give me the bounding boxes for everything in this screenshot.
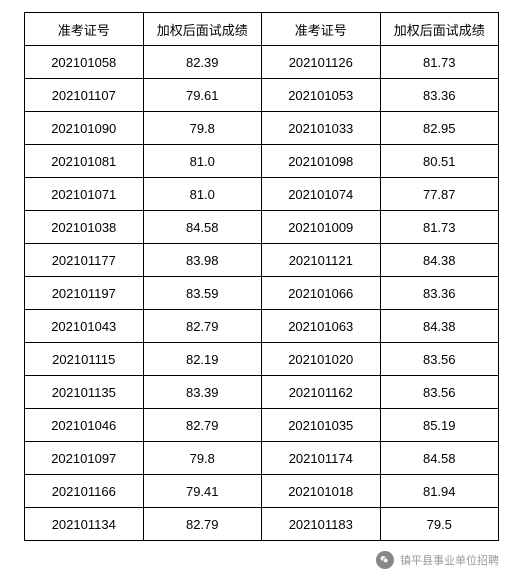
table-cell: 83.59 [143, 277, 262, 310]
table-cell: 202101177 [25, 244, 144, 277]
footer-text: 镇平县事业单位招聘 [400, 552, 499, 568]
table-cell: 83.39 [143, 376, 262, 409]
table-cell: 83.56 [380, 376, 499, 409]
table-cell: 82.79 [143, 310, 262, 343]
table-cell: 84.58 [143, 211, 262, 244]
table-cell: 202101058 [25, 46, 144, 79]
table-cell: 202101174 [262, 442, 381, 475]
table-row: 20210109079.820210103382.95 [25, 112, 499, 145]
table-cell: 85.19 [380, 409, 499, 442]
table-cell: 81.0 [143, 178, 262, 211]
table-cell: 81.94 [380, 475, 499, 508]
table-cell: 202101126 [262, 46, 381, 79]
table-row: 20210119783.5920210106683.36 [25, 277, 499, 310]
table-row: 20210108181.020210109880.51 [25, 145, 499, 178]
table-cell: 202101063 [262, 310, 381, 343]
table-cell: 202101066 [262, 277, 381, 310]
table-row: 20210113482.7920210118379.5 [25, 508, 499, 541]
table-container: 准考证号 加权后面试成绩 准考证号 加权后面试成绩 20210105882.39… [0, 0, 523, 553]
table-cell: 82.79 [143, 508, 262, 541]
table-cell: 80.51 [380, 145, 499, 178]
table-cell: 82.79 [143, 409, 262, 442]
table-cell: 82.19 [143, 343, 262, 376]
wechat-icon [376, 551, 394, 569]
footer: 镇平县事业单位招聘 [376, 551, 499, 569]
table-row: 20210117783.9820210112184.38 [25, 244, 499, 277]
table-cell: 81.73 [380, 46, 499, 79]
table-row: 20210116679.4120210101881.94 [25, 475, 499, 508]
table-cell: 79.5 [380, 508, 499, 541]
table-cell: 202101121 [262, 244, 381, 277]
table-cell: 202101107 [25, 79, 144, 112]
table-cell: 202101115 [25, 343, 144, 376]
table-cell: 79.8 [143, 442, 262, 475]
table-cell: 202101074 [262, 178, 381, 211]
table-cell: 202101071 [25, 178, 144, 211]
table-row: 20210109779.820210117484.58 [25, 442, 499, 475]
table-cell: 202101183 [262, 508, 381, 541]
table-cell: 202101018 [262, 475, 381, 508]
table-cell: 202101166 [25, 475, 144, 508]
table-header-row: 准考证号 加权后面试成绩 准考证号 加权后面试成绩 [25, 13, 499, 46]
header-score-2: 加权后面试成绩 [380, 13, 499, 46]
table-cell: 202101038 [25, 211, 144, 244]
table-cell: 77.87 [380, 178, 499, 211]
table-row: 20210104682.7920210103585.19 [25, 409, 499, 442]
table-cell: 81.0 [143, 145, 262, 178]
table-row: 20210104382.7920210106384.38 [25, 310, 499, 343]
table-cell: 202101009 [262, 211, 381, 244]
table-row: 20210111582.1920210102083.56 [25, 343, 499, 376]
table-row: 20210103884.5820210100981.73 [25, 211, 499, 244]
table-cell: 202101053 [262, 79, 381, 112]
table-cell: 202101090 [25, 112, 144, 145]
table-cell: 202101162 [262, 376, 381, 409]
header-id-2: 准考证号 [262, 13, 381, 46]
table-cell: 202101197 [25, 277, 144, 310]
table-cell: 202101097 [25, 442, 144, 475]
table-cell: 83.36 [380, 277, 499, 310]
scores-table: 准考证号 加权后面试成绩 准考证号 加权后面试成绩 20210105882.39… [24, 12, 499, 541]
header-id-1: 准考证号 [25, 13, 144, 46]
table-cell: 202101020 [262, 343, 381, 376]
table-cell: 202101043 [25, 310, 144, 343]
table-cell: 83.98 [143, 244, 262, 277]
table-cell: 79.61 [143, 79, 262, 112]
table-row: 20210107181.020210107477.87 [25, 178, 499, 211]
table-cell: 84.58 [380, 442, 499, 475]
table-cell: 84.38 [380, 244, 499, 277]
table-cell: 202101033 [262, 112, 381, 145]
table-cell: 79.8 [143, 112, 262, 145]
header-score-1: 加权后面试成绩 [143, 13, 262, 46]
table-cell: 202101135 [25, 376, 144, 409]
table-cell: 81.73 [380, 211, 499, 244]
table-cell: 202101035 [262, 409, 381, 442]
table-cell: 82.95 [380, 112, 499, 145]
table-cell: 202101098 [262, 145, 381, 178]
table-cell: 202101046 [25, 409, 144, 442]
table-cell: 202101134 [25, 508, 144, 541]
table-row: 20210110779.6120210105383.36 [25, 79, 499, 112]
table-row: 20210105882.3920210112681.73 [25, 46, 499, 79]
table-cell: 79.41 [143, 475, 262, 508]
table-row: 20210113583.3920210116283.56 [25, 376, 499, 409]
table-cell: 83.36 [380, 79, 499, 112]
table-cell: 84.38 [380, 310, 499, 343]
table-cell: 83.56 [380, 343, 499, 376]
table-cell: 82.39 [143, 46, 262, 79]
table-cell: 202101081 [25, 145, 144, 178]
